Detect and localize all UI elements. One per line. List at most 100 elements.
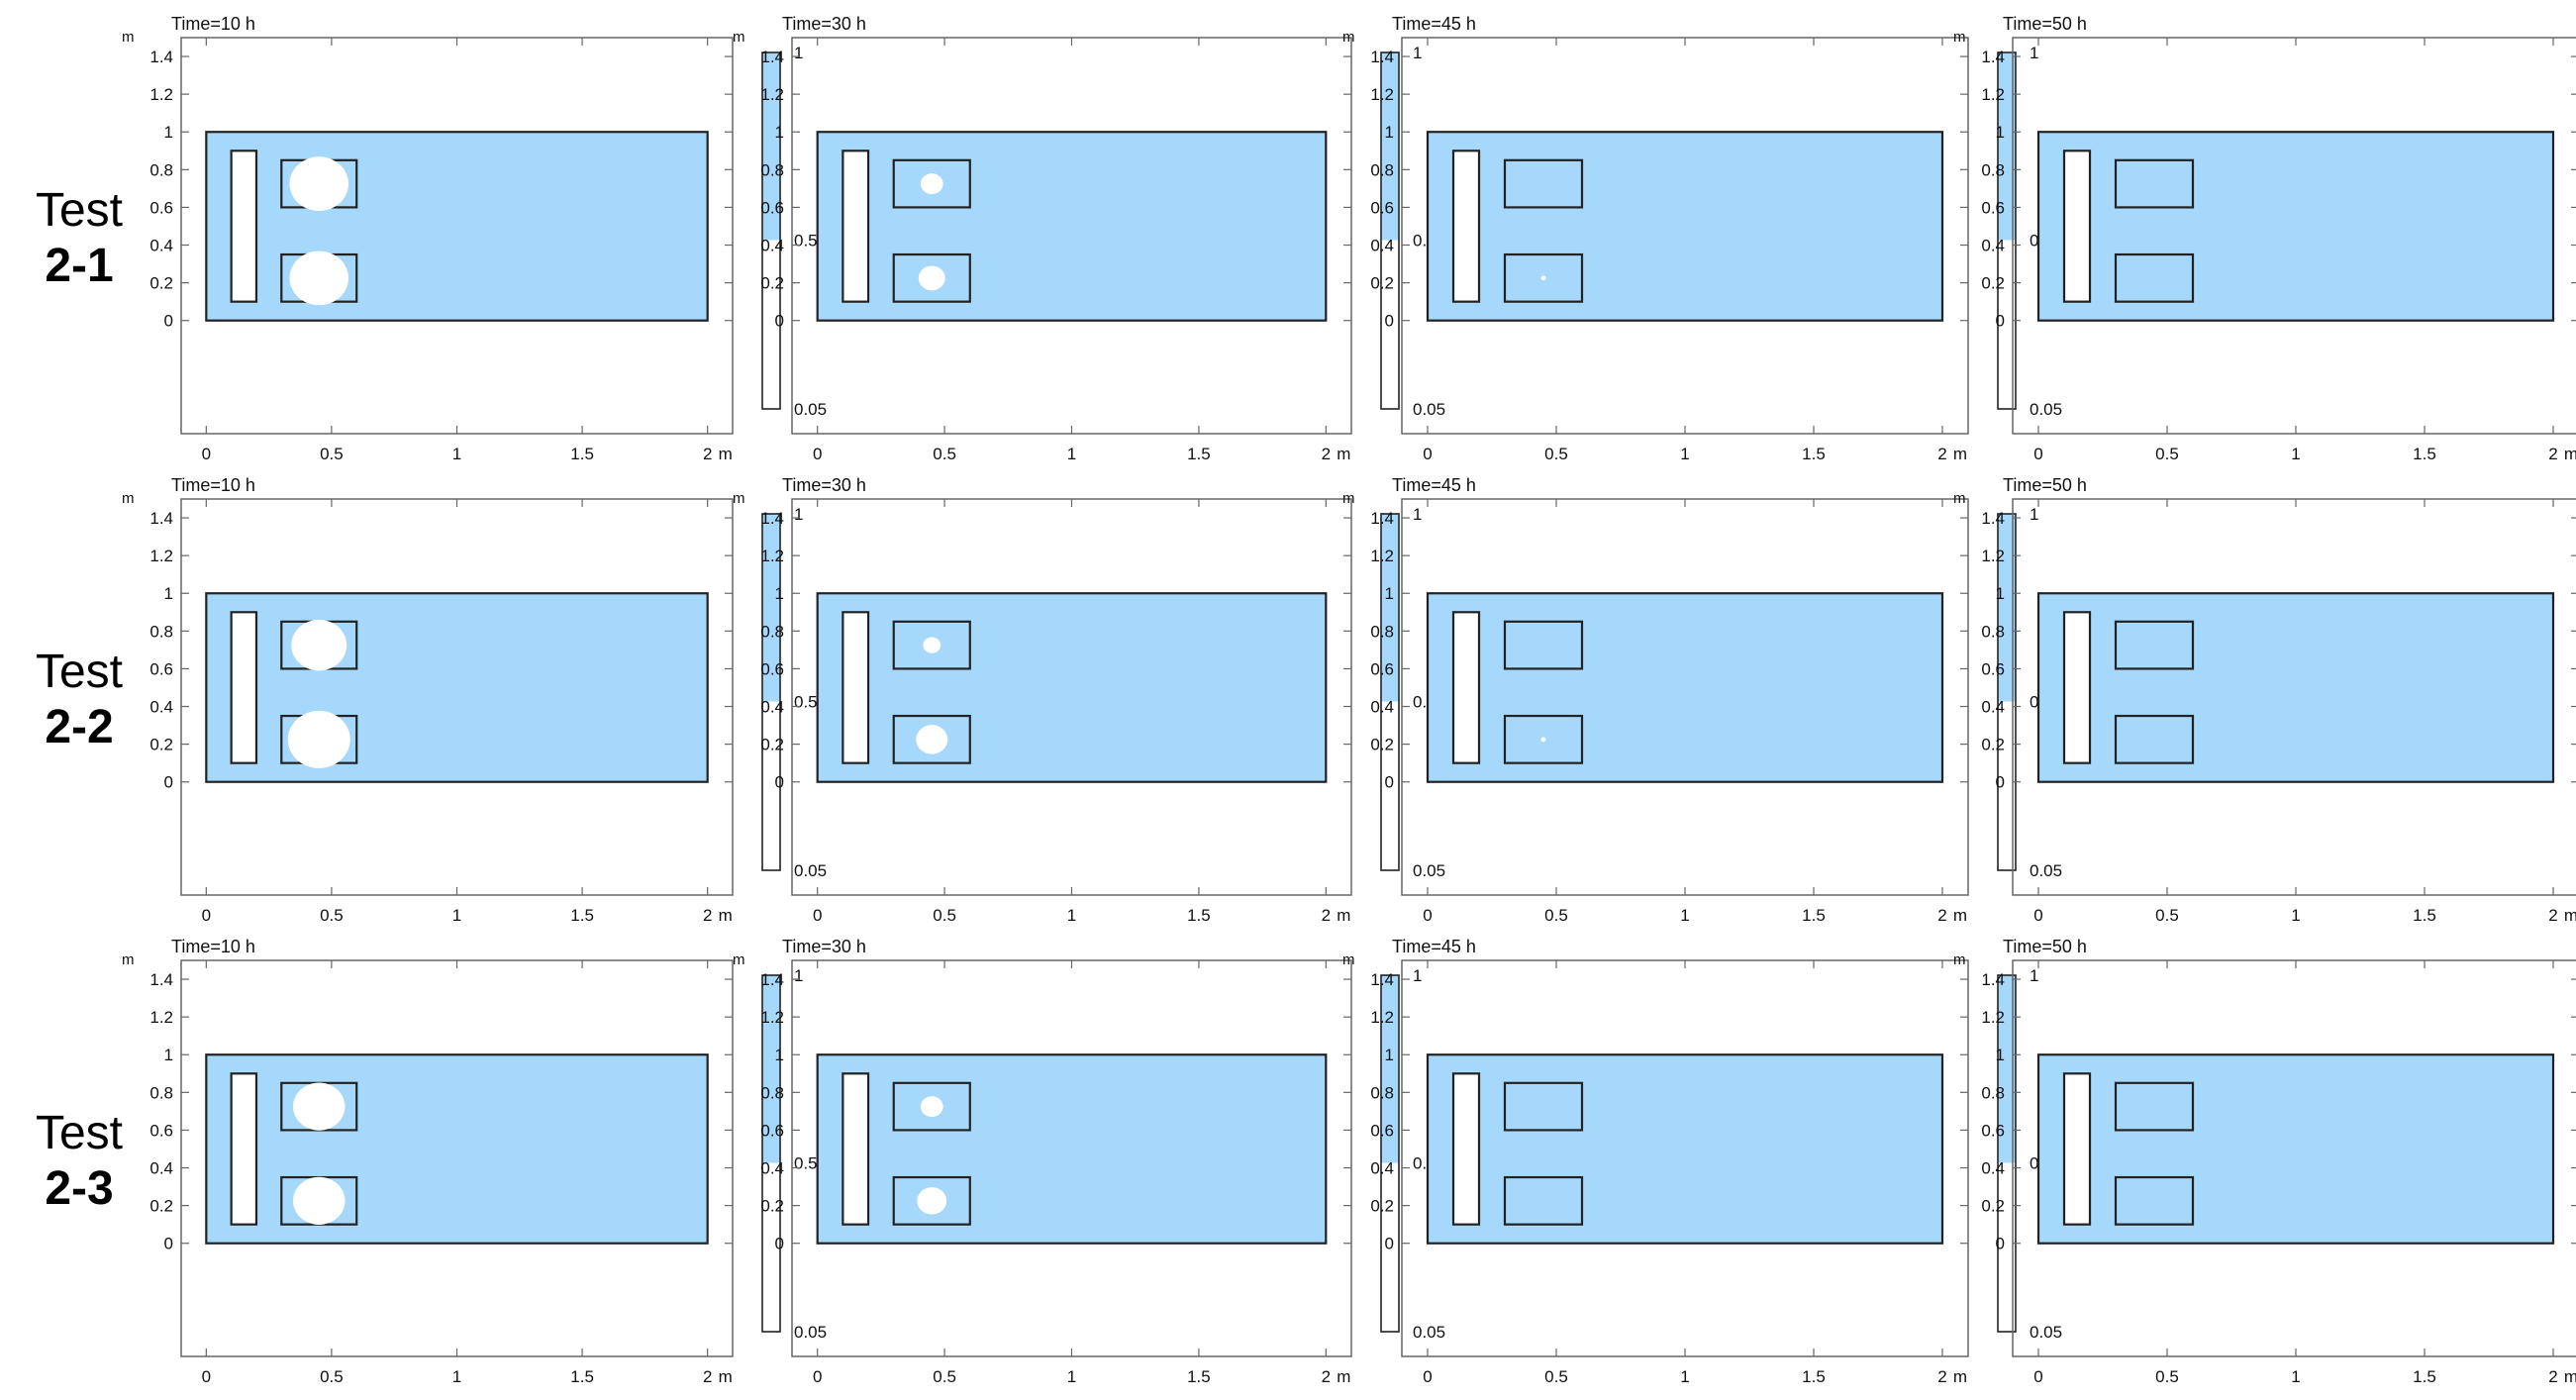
- y-tick-label: 1: [775, 584, 784, 603]
- time-label: Time=10 h: [171, 14, 255, 34]
- colorbar-fill: [1998, 514, 2016, 702]
- y-tick-label: 0.4: [149, 1159, 173, 1178]
- colorbar-tick-label: 1: [794, 505, 803, 524]
- upper-square: [1503, 1081, 1584, 1132]
- y-tick-label: 1: [1996, 584, 2005, 603]
- x-tick-label: 2: [703, 1367, 712, 1386]
- time-label: Time=45 h: [1392, 14, 1476, 34]
- x-tick-label: 1.5: [570, 1367, 594, 1386]
- colorbar-tick-label: 0.05: [794, 400, 827, 419]
- y-unit-label: m: [733, 490, 745, 507]
- colorbar-tick-label: 0.05: [2030, 861, 2062, 880]
- x-unit-label: m: [2564, 1367, 2576, 1386]
- upper-square: [1503, 620, 1584, 670]
- x-tick-label: 0: [1423, 906, 1432, 925]
- y-tick-label: 0.6: [1981, 198, 2005, 217]
- colorbar-frame: [761, 513, 781, 871]
- colorbar-tick-label: 0.05: [2030, 1323, 2062, 1342]
- colorbar-tick-label: 1: [1413, 44, 1422, 62]
- y-tick-label: 0.4: [1370, 698, 1394, 717]
- x-unit-label: m: [719, 445, 733, 463]
- y-tick-label: 0.4: [1981, 1159, 2005, 1178]
- x-tick-label: 2: [1937, 1367, 1946, 1386]
- colorbar-frame: [1997, 51, 2017, 410]
- y-tick-label: 0.6: [760, 659, 784, 678]
- colorbar-tick-label: 0.5: [794, 692, 818, 711]
- x-tick-label: 2: [1322, 906, 1331, 925]
- x-tick-label: 1: [452, 906, 461, 925]
- x-tick-label: 0: [1423, 445, 1432, 463]
- x-tick-label: 1: [1680, 906, 1689, 925]
- y-tick-label: 0.4: [760, 1159, 784, 1178]
- y-tick-label: 0.8: [1981, 160, 2005, 179]
- x-tick-label: 2: [1322, 445, 1331, 463]
- colorbar-tick-label: 0.05: [794, 861, 827, 880]
- x-unit-label: m: [1337, 1367, 1350, 1386]
- colorbar-tick-label: 1: [2030, 44, 2038, 62]
- upper-square: [1503, 158, 1584, 209]
- lower-square: [2114, 714, 2195, 764]
- y-tick-label: 0.2: [1981, 736, 2005, 754]
- x-tick-label: 2: [703, 906, 712, 925]
- row-label: Test 2-2: [0, 645, 158, 755]
- x-tick-label: 0: [2033, 906, 2042, 925]
- y-tick-label: 0.2: [149, 274, 173, 293]
- y-tick-label: 1.2: [760, 1008, 784, 1027]
- y-tick-label: 0: [164, 1235, 173, 1253]
- y-tick-label: 1.4: [1981, 970, 2005, 989]
- y-tick-label: 1: [1385, 1046, 1394, 1064]
- y-tick-label: 0.8: [1981, 1083, 2005, 1102]
- white-region: [916, 725, 948, 754]
- y-tick-label: 0: [164, 773, 173, 792]
- vertical-block: [230, 150, 258, 303]
- x-tick-label: 0.5: [1544, 445, 1568, 463]
- x-unit-label: m: [1953, 1367, 1967, 1386]
- colorbar-fill: [762, 514, 780, 702]
- time-label: Time=45 h: [1392, 937, 1476, 956]
- x-unit-label: m: [719, 1367, 733, 1386]
- x-tick-label: 0.5: [320, 906, 344, 925]
- y-tick-label: 1: [775, 123, 784, 142]
- x-unit-label: m: [2564, 445, 2576, 463]
- white-region: [923, 637, 941, 653]
- y-tick-label: 1.2: [1981, 547, 2005, 565]
- y-tick-label: 0: [1385, 773, 1394, 792]
- y-tick-label: 1.2: [1981, 1008, 2005, 1027]
- colorbar-fill: [1998, 975, 2016, 1163]
- y-unit-label: m: [1342, 29, 1355, 46]
- y-tick-label: 0.8: [1370, 1083, 1394, 1102]
- row-label-line2: 2-3: [45, 1162, 114, 1215]
- x-tick-label: 1: [1680, 445, 1689, 463]
- colorbar-frame: [761, 974, 781, 1333]
- row-label-line1: Test: [35, 646, 124, 698]
- x-tick-label: 1.5: [570, 445, 594, 463]
- vertical-block: [842, 150, 870, 303]
- x-tick-label: 0.5: [2155, 906, 2179, 925]
- white-region: [920, 173, 943, 195]
- colorbar-tick-label: 1: [2030, 505, 2038, 524]
- x-tick-label: 1: [1680, 1367, 1689, 1386]
- x-tick-label: 0: [1423, 1367, 1432, 1386]
- colorbar-fill: [1381, 52, 1399, 241]
- y-tick-label: 0.2: [1981, 1197, 2005, 1216]
- upper-square: [2114, 620, 2195, 670]
- y-unit-label: m: [1953, 29, 1966, 46]
- y-tick-label: 1.2: [760, 547, 784, 565]
- x-unit-label: m: [1953, 445, 1967, 463]
- colorbar-frame: [1997, 513, 2017, 871]
- upper-square: [2114, 158, 2195, 209]
- colorbar-fill: [1381, 975, 1399, 1163]
- colorbar-tick-label: 1: [2030, 966, 2038, 985]
- y-unit-label: m: [1342, 951, 1355, 968]
- y-tick-label: 1.4: [149, 970, 173, 989]
- x-tick-label: 2: [1937, 906, 1946, 925]
- y-tick-label: 0: [775, 312, 784, 331]
- y-unit-label: m: [733, 951, 745, 968]
- colorbar-tick-label: 0.05: [1413, 861, 1445, 880]
- x-tick-label: 0.5: [1544, 1367, 1568, 1386]
